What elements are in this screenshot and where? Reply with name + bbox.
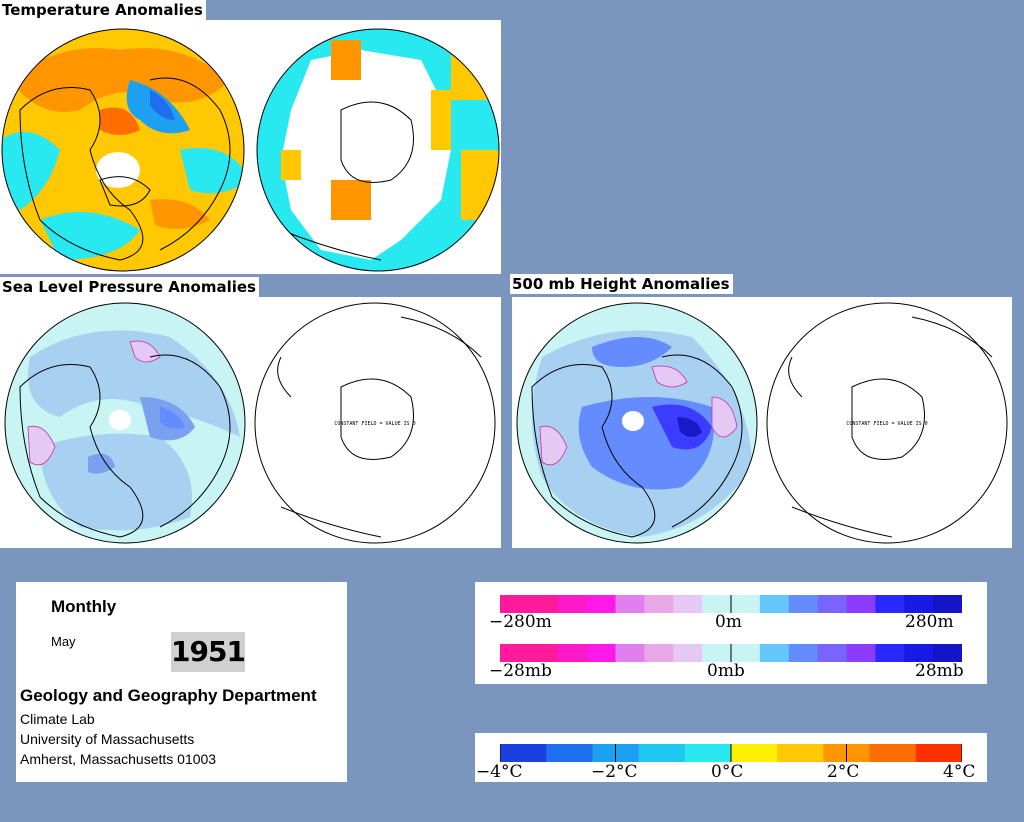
temperature-colorbar-swatch (500, 744, 547, 762)
info-box: Monthly May 1951 Geology and Geography D… (16, 582, 347, 782)
university-name: University of Massachusetts (20, 731, 195, 747)
height-colorbar-swatch (500, 595, 530, 613)
anomaly-legend: −280m 0m 280m −28mb 0mb 28mb (475, 582, 987, 684)
slp-colorbar-swatch (528, 644, 559, 662)
slp-colorbar-swatch (557, 644, 588, 662)
height-colorbar-swatch (759, 595, 790, 613)
month-label: May (51, 634, 76, 649)
height-colorbar-swatch (788, 595, 819, 613)
slp-south-map: CONSTANT FIELD = VALUE IS 0 (254, 302, 496, 544)
temperature-north-map (1, 28, 245, 272)
height-colorbar-swatch (586, 595, 616, 613)
slp-colorbar-swatch (933, 644, 962, 662)
height-colorbar-swatch (528, 595, 559, 613)
slp-colorbar-swatch (904, 644, 934, 662)
temperature-panel (0, 20, 501, 274)
height-colorbar-swatch (904, 595, 934, 613)
department-name: Geology and Geography Department (20, 686, 317, 705)
temperature-colorbar-swatch (915, 744, 962, 762)
slp-north-map (4, 302, 246, 544)
slp-colorbar-swatch (788, 644, 819, 662)
slp-colorbar-swatch (702, 644, 732, 662)
height-colorbar-swatch (933, 595, 962, 613)
height500-title: 500 mb Height Anomalies (510, 274, 733, 294)
slp-colorbar-swatch (500, 644, 530, 662)
height-colorbar-swatch (875, 595, 905, 613)
slp-colorbar-swatch (615, 644, 645, 662)
temperature-colorbar-swatch (638, 744, 686, 762)
slp-mid-label: 0mb (707, 661, 745, 681)
slp-colorbar-swatch (644, 644, 674, 662)
slp-colorbar-swatch (731, 644, 761, 662)
height-mid-label: 0m (715, 612, 742, 632)
height-colorbar-swatch (817, 595, 847, 613)
slp-colorbar-swatch (846, 644, 876, 662)
height-colorbar (500, 595, 962, 613)
year-display: 1951 (171, 632, 246, 672)
height-colorbar-swatch (702, 595, 732, 613)
height-colorbar-swatch (673, 595, 703, 613)
temperature-colorbar (500, 744, 962, 762)
address: Amherst, Massachusetts 01003 (20, 751, 217, 767)
period-label: Monthly (51, 597, 117, 616)
height500-panel: CONSTANT FIELD = VALUE IS 0 (512, 297, 1012, 548)
temperature-legend: −4°C −2°C 0°C 2°C 4°C (475, 733, 987, 782)
temp-label-1: −2°C (591, 762, 638, 782)
height-colorbar-swatch (846, 595, 876, 613)
slp-colorbar-swatch (817, 644, 847, 662)
temp-label-3: 2°C (827, 762, 860, 782)
slp-min-label: −28mb (489, 661, 552, 681)
slp-colorbar-swatch (875, 644, 905, 662)
slp-constant-field-label: CONSTANT FIELD = VALUE IS 0 (334, 421, 415, 427)
temperature-title: Temperature Anomalies (0, 0, 206, 20)
height-colorbar-swatch (731, 595, 761, 613)
slp-panel: CONSTANT FIELD = VALUE IS 0 (0, 297, 501, 548)
lab-name: Climate Lab (20, 711, 95, 727)
temp-label-2: 0°C (711, 762, 744, 782)
slp-title: Sea Level Pressure Anomalies (0, 277, 259, 297)
slp-colorbar-swatch (759, 644, 790, 662)
height-max-label: 280m (905, 612, 954, 632)
height500-constant-field-label: CONSTANT FIELD = VALUE IS 0 (846, 421, 927, 427)
temperature-colorbar-swatch (869, 744, 917, 762)
temperature-colorbar-swatch (684, 744, 732, 762)
height500-north-map (516, 302, 758, 544)
height-colorbar-swatch (644, 595, 674, 613)
slp-colorbar-swatch (586, 644, 616, 662)
temperature-colorbar-swatch (546, 744, 593, 762)
height-min-label: −280m (489, 612, 552, 632)
temperature-colorbar-swatch (731, 744, 778, 762)
height-colorbar-swatch (615, 595, 645, 613)
height-colorbar-swatch (557, 595, 588, 613)
slp-colorbar-swatch (673, 644, 703, 662)
temperature-south-map (256, 28, 500, 272)
slp-colorbar (500, 644, 962, 662)
temperature-colorbar-swatch (777, 744, 824, 762)
slp-max-label: 28mb (915, 661, 964, 681)
temp-label-4: 4°C (943, 762, 976, 782)
temp-label-0: −4°C (476, 762, 523, 782)
height500-south-map: CONSTANT FIELD = VALUE IS 0 (766, 302, 1008, 544)
